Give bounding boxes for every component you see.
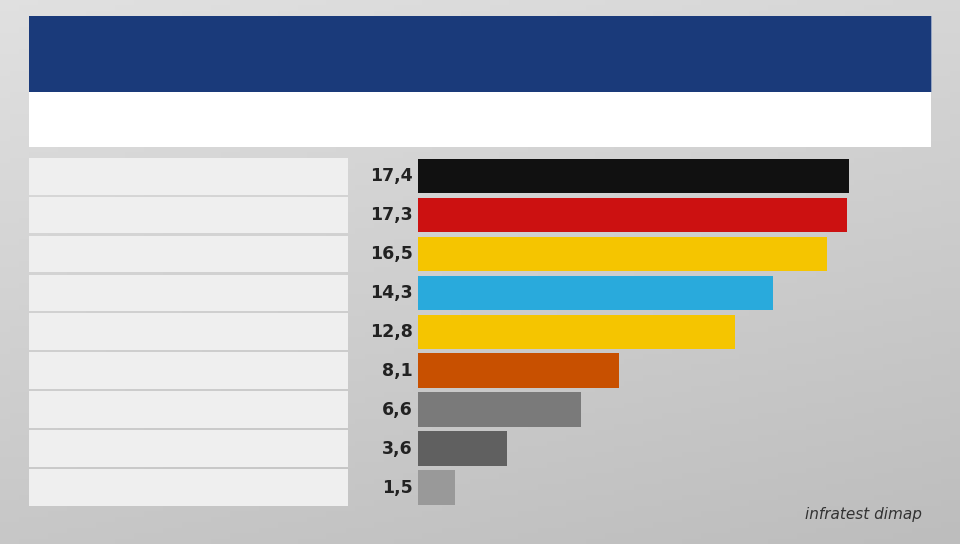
Text: 14,3: 14,3 — [371, 284, 413, 302]
Text: Bauernpartei: Bauernpartei — [38, 402, 157, 417]
Text: 17,3: 17,3 — [371, 206, 413, 224]
Text: 3,6: 3,6 — [382, 440, 413, 458]
Text: Ordnung u. Gerechtigkeit: Ordnung u. Gerechtigkeit — [38, 286, 269, 300]
Text: 8,1: 8,1 — [382, 362, 413, 380]
Text: Liberale - Heimat: Liberale - Heimat — [38, 480, 195, 495]
Text: 1,5: 1,5 — [382, 479, 413, 497]
Text: 6,6: 6,6 — [382, 401, 413, 419]
Text: 16,5: 16,5 — [370, 245, 413, 263]
Text: Sozialdemokraten: Sozialdemokraten — [38, 208, 202, 222]
Text: Liberale Bewegung: Liberale Bewegung — [38, 246, 212, 262]
Text: Vaterlandsbund: Vaterlandsbund — [38, 169, 181, 184]
Text: Grüne: Grüne — [38, 441, 93, 456]
Text: EUROPAWAHL 2014: EUROPAWAHL 2014 — [43, 45, 271, 64]
Text: in %: in % — [878, 110, 922, 129]
Text: infratest dimap: infratest dimap — [804, 507, 922, 522]
Text: Arbeitspartei: Arbeitspartei — [38, 324, 158, 339]
Text: Europawahl 2014 in Litauen: Europawahl 2014 in Litauen — [43, 110, 325, 129]
Text: Wahlaktion der Polen: Wahlaktion der Polen — [38, 363, 232, 378]
Text: 17,4: 17,4 — [371, 167, 413, 185]
Text: 12,8: 12,8 — [370, 323, 413, 341]
